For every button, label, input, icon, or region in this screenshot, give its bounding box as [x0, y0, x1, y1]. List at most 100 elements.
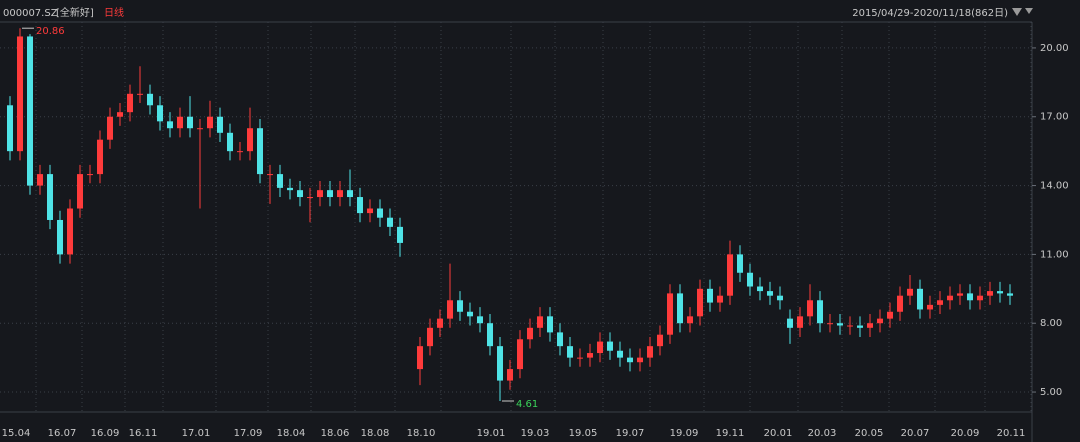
x-tick-label: 15.04 — [2, 428, 31, 439]
candle-body — [117, 112, 123, 117]
candle-body — [857, 325, 863, 328]
candle-body — [97, 139, 103, 175]
candle-body — [587, 353, 593, 358]
candle-body — [207, 116, 213, 129]
candle-body — [557, 332, 563, 347]
candle-body — [797, 316, 803, 328]
candle-body — [147, 93, 153, 106]
candle-body — [527, 327, 533, 340]
candle-body — [547, 316, 553, 333]
candle-body — [217, 116, 223, 133]
candle-body — [837, 323, 843, 326]
candle-body — [827, 323, 833, 325]
candle-body — [747, 272, 753, 287]
x-tick-label: 19.03 — [521, 428, 550, 439]
x-tick-label: 18.10 — [407, 428, 436, 439]
candle-body — [647, 346, 653, 358]
y-tick-label: 17.00 — [1040, 112, 1069, 123]
candle-body — [687, 316, 693, 324]
candle-body — [947, 295, 953, 301]
x-tick-label: 20.07 — [901, 428, 930, 439]
candle-body — [327, 190, 333, 198]
candle-body — [27, 36, 33, 186]
candle-body — [927, 304, 933, 310]
x-tick-label: 20.03 — [808, 428, 837, 439]
candle-body — [787, 318, 793, 328]
x-tick-label: 17.09 — [234, 428, 263, 439]
candle-body — [607, 341, 613, 351]
candle-body — [447, 300, 453, 319]
candle-body — [567, 346, 573, 358]
candle-body — [977, 295, 983, 301]
x-tick-label: 19.05 — [569, 428, 598, 439]
x-tick-label: 18.08 — [361, 428, 390, 439]
candle-body — [267, 174, 273, 176]
candle-body — [197, 128, 203, 130]
candle-body — [297, 190, 303, 198]
x-tick-label: 17.01 — [182, 428, 211, 439]
candle-body — [967, 293, 973, 301]
candle-body — [627, 357, 633, 363]
candle-body — [727, 254, 733, 296]
candle-body — [757, 286, 763, 292]
candle-body — [517, 339, 523, 370]
candle-body — [237, 151, 243, 153]
candle-body — [287, 187, 293, 191]
candle-body — [457, 300, 463, 312]
candle-body — [157, 105, 163, 122]
candle-body — [867, 323, 873, 328]
candle-body — [697, 288, 703, 317]
x-tick-label: 19.01 — [477, 428, 506, 439]
dropdown-icon[interactable] — [1012, 8, 1022, 16]
dropdown-icon[interactable] — [1025, 8, 1033, 14]
x-tick-label: 19.07 — [616, 428, 645, 439]
candle-body — [1007, 293, 1013, 296]
candle-body — [467, 311, 473, 317]
y-tick-label: 8.00 — [1040, 318, 1062, 329]
candle-body — [7, 105, 13, 152]
x-tick-label: 18.04 — [277, 428, 306, 439]
candle-body — [907, 288, 913, 296]
candle-body — [87, 174, 93, 176]
candle-body — [367, 208, 373, 214]
candle-body — [507, 369, 513, 381]
candle-body — [597, 341, 603, 354]
candle-body — [637, 357, 643, 363]
x-tick-label: 20.01 — [764, 428, 793, 439]
x-tick-label: 19.09 — [670, 428, 699, 439]
y-tick-label: 20.00 — [1040, 43, 1069, 54]
stock-name: [全新好] — [56, 6, 94, 19]
candle-body — [657, 334, 663, 347]
candle-body — [317, 190, 323, 198]
candle-body — [257, 128, 263, 175]
candle-body — [37, 174, 43, 186]
candle-body — [577, 357, 583, 359]
y-tick-label: 14.00 — [1040, 181, 1069, 192]
annotation: 4.61 — [516, 399, 538, 410]
candle-body — [227, 132, 233, 152]
candle-body — [397, 226, 403, 243]
candle-body — [427, 327, 433, 347]
range-label: 2015/04/29-2020/11/18(862日) — [852, 8, 1008, 19]
candle-body — [177, 116, 183, 129]
candle-body — [767, 291, 773, 296]
candle-body — [617, 350, 623, 358]
candle-body — [187, 116, 193, 129]
x-tick-label: 19.11 — [716, 428, 745, 439]
x-tick-label: 18.06 — [321, 428, 350, 439]
symbol: 000007.SZ — [3, 8, 58, 19]
candle-body — [47, 174, 53, 220]
candle-body — [337, 190, 343, 198]
candle-body — [57, 219, 63, 255]
y-tick-label: 11.00 — [1040, 249, 1069, 260]
candle-body — [917, 288, 923, 310]
candle-body — [737, 254, 743, 273]
candle-body — [437, 318, 443, 328]
candle-body — [417, 346, 423, 370]
candle-body — [817, 300, 823, 324]
candle-body — [807, 300, 813, 317]
candle-body — [357, 197, 363, 214]
candle-body — [487, 323, 493, 347]
